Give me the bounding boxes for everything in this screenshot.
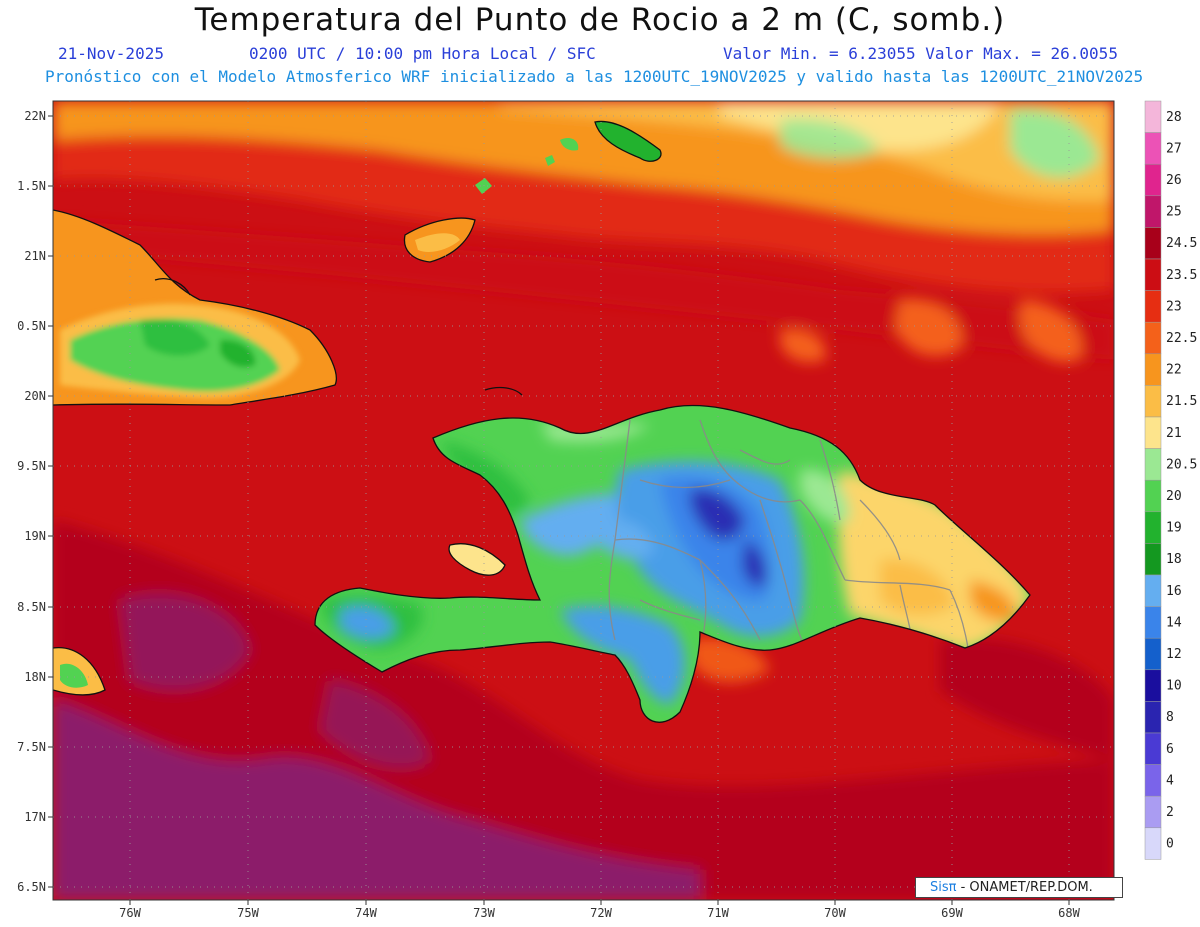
legend-swatch — [1144, 669, 1162, 702]
legend-swatch — [1144, 543, 1162, 576]
lon-label: 70W — [824, 906, 846, 920]
legend-swatch — [1144, 606, 1162, 639]
legend-swatch — [1144, 416, 1162, 449]
legend-swatch — [1144, 701, 1162, 734]
credit-org: - ONAMET/REP.DOM. — [956, 880, 1093, 895]
lat-label: 21N — [24, 249, 46, 263]
legend-label: 25 — [1166, 205, 1182, 220]
legend-label: 27 — [1166, 141, 1182, 156]
legend-label: 4 — [1166, 773, 1174, 788]
lat-label: 22N — [24, 109, 46, 123]
legend-swatch — [1144, 258, 1162, 291]
legend-label: 22.5 — [1166, 331, 1197, 346]
legend-label: 21 — [1166, 426, 1182, 441]
lat-label: 19N — [24, 529, 46, 543]
lon-label: 75W — [237, 906, 259, 920]
lat-label: 9.5N — [17, 459, 46, 473]
legend-swatch — [1144, 479, 1162, 513]
legend-swatch — [1144, 827, 1162, 860]
legend-swatch — [1144, 385, 1162, 418]
legend-swatch — [1144, 132, 1162, 165]
legend-swatch — [1144, 290, 1162, 323]
lon-label: 69W — [941, 906, 963, 920]
lat-label: 8.5N — [17, 600, 46, 614]
legend-label: 21.5 — [1166, 394, 1197, 409]
lat-label: 18N — [24, 670, 46, 684]
legend-label: 23 — [1166, 299, 1182, 314]
legend-swatch — [1144, 227, 1162, 260]
legend-swatch — [1144, 448, 1162, 481]
legend-label: 18 — [1166, 552, 1182, 567]
legend-label: 28 — [1166, 110, 1182, 125]
lon-label: 74W — [355, 906, 377, 920]
credit-box: Sisπ - ONAMET/REP.DOM. — [915, 877, 1123, 898]
model-info: Pronóstico con el Modelo Atmosferico WRF… — [45, 67, 1144, 86]
legend-label: 26 — [1166, 173, 1182, 188]
legend-label: 12 — [1166, 647, 1182, 662]
legend-label: 23.5 — [1166, 268, 1197, 283]
legend-label: 14 — [1166, 615, 1182, 630]
lat-label: 7.5N — [17, 740, 46, 754]
legend-swatch — [1144, 764, 1162, 797]
min-max-values: Valor Min. = 6.23055 Valor Max. = 26.005… — [723, 44, 1118, 63]
legend-swatch — [1144, 732, 1162, 765]
lon-label: 76W — [119, 906, 141, 920]
legend-label: 6 — [1166, 742, 1174, 757]
credit-sis: Sisπ — [930, 880, 957, 895]
forecast-date: 21-Nov-2025 — [58, 44, 164, 63]
lon-label: 71W — [707, 906, 729, 920]
legend-label: 16 — [1166, 584, 1182, 599]
legend-label: 8 — [1166, 710, 1174, 725]
legend-swatch — [1144, 637, 1162, 671]
legend-label: 20.5 — [1166, 457, 1197, 472]
legend-label: 10 — [1166, 679, 1182, 694]
legend-swatch — [1144, 353, 1162, 386]
legend-swatch — [1144, 195, 1162, 228]
lon-label: 72W — [590, 906, 612, 920]
legend-swatch — [1144, 511, 1162, 544]
legend-swatch — [1144, 321, 1162, 355]
legend-label: 2 — [1166, 805, 1174, 820]
color-legend: 2827262524.523.52322.52221.52120.5201918… — [1144, 100, 1197, 860]
legend-swatch — [1144, 163, 1162, 197]
forecast-time: 0200 UTC / 10:00 pm Hora Local / SFC — [249, 44, 596, 63]
legend-swatch — [1144, 795, 1162, 829]
lat-label: 6.5N — [17, 880, 46, 894]
lon-label: 73W — [473, 906, 495, 920]
lat-label: 17N — [24, 810, 46, 824]
lon-label: 68W — [1058, 906, 1080, 920]
legend-label: 0 — [1166, 837, 1174, 852]
legend-label: 20 — [1166, 489, 1182, 504]
lat-label: 1.5N — [17, 179, 46, 193]
legend-label: 22 — [1166, 363, 1182, 378]
lat-label: 20N — [24, 389, 46, 403]
legend-label: 19 — [1166, 521, 1182, 536]
chart-title: Temperatura del Punto de Rocio a 2 m (C,… — [194, 2, 1006, 38]
legend-swatch — [1144, 574, 1162, 607]
legend-label: 24.5 — [1166, 236, 1197, 251]
lat-label: 0.5N — [17, 319, 46, 333]
dewpoint-field — [53, 101, 1114, 900]
legend-swatch — [1144, 100, 1162, 133]
